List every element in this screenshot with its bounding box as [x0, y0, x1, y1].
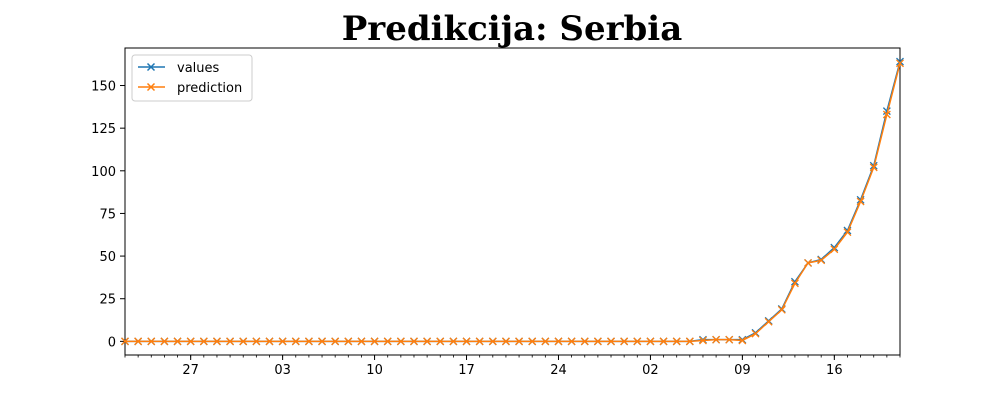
data-point-prediction [278, 337, 287, 346]
data-point-prediction [738, 336, 747, 345]
y-tick-label: 50 [99, 250, 116, 265]
data-point-prediction [344, 337, 353, 346]
data-point-prediction [396, 337, 405, 346]
x-tick-label: 09 [734, 363, 751, 378]
legend: values prediction [131, 54, 253, 102]
data-point-prediction [699, 336, 707, 345]
legend-marker-values [146, 62, 156, 72]
data-point-prediction [554, 337, 563, 346]
data-point-prediction [318, 337, 326, 346]
data-point-prediction [633, 337, 642, 346]
data-point-prediction [712, 335, 721, 344]
x-axis: 27 03 10 17 24 02 09 16 [124, 355, 901, 378]
data-point-prediction [488, 337, 497, 346]
data-point-prediction [436, 337, 445, 346]
data-point-prediction [751, 329, 760, 338]
x-tick-label: 27 [182, 363, 199, 378]
x-tick-label: 17 [458, 363, 475, 378]
y-tick-label: 125 [91, 122, 116, 137]
data-point-prediction [357, 337, 366, 346]
data-point-prediction [620, 337, 629, 346]
data-point-prediction [607, 337, 615, 346]
chart-title: Predikcija: Serbia [342, 9, 683, 49]
data-point-prediction [515, 337, 524, 346]
data-point-prediction [646, 337, 655, 346]
data-point-prediction [383, 337, 392, 346]
series-layer [121, 57, 904, 346]
x-tick-label: 03 [274, 363, 291, 378]
data-point-prediction [501, 337, 510, 346]
data-point-prediction [121, 337, 129, 346]
data-point-prediction [830, 245, 839, 254]
data-point-prediction [410, 337, 418, 346]
legend-label-values: values [177, 61, 220, 76]
y-tick-label: 0 [108, 335, 116, 350]
data-point-prediction [265, 337, 274, 346]
data-point-prediction [567, 337, 576, 346]
data-point-prediction [462, 337, 471, 346]
data-point-prediction [764, 317, 773, 326]
data-point-prediction [226, 337, 235, 346]
data-point-prediction [291, 337, 300, 346]
data-point-prediction [593, 337, 602, 346]
data-point-prediction [541, 337, 550, 346]
data-point-prediction [725, 335, 734, 344]
plot-frame [124, 47, 901, 356]
data-point-prediction [882, 110, 891, 119]
data-point-prediction [212, 337, 221, 346]
data-point-prediction [685, 337, 694, 346]
data-point-prediction [304, 337, 313, 346]
data-point-prediction [528, 337, 537, 346]
data-point-prediction [252, 337, 261, 346]
x-tick-label: 24 [550, 363, 567, 378]
data-point-prediction [869, 163, 878, 172]
data-point-prediction [580, 337, 589, 346]
data-point-prediction [449, 337, 458, 346]
data-point-prediction [160, 337, 169, 346]
data-point-prediction [186, 337, 195, 346]
y-tick-label: 75 [99, 207, 116, 222]
x-tick-label: 10 [366, 363, 383, 378]
x-tick-label: 16 [826, 363, 843, 378]
data-point-prediction [659, 337, 668, 346]
legend-marker-prediction [146, 82, 156, 92]
data-point-prediction [475, 337, 484, 346]
y-tick-label: 150 [91, 80, 116, 95]
data-point-prediction [423, 337, 432, 346]
data-point-prediction [856, 197, 865, 206]
data-point-prediction [134, 337, 143, 346]
legend-label-prediction: prediction [177, 81, 242, 96]
data-point-prediction [896, 59, 904, 68]
y-tick-label: 100 [91, 165, 116, 180]
y-tick-label: 25 [99, 293, 116, 308]
data-point-prediction [199, 337, 208, 346]
data-point-prediction [777, 305, 786, 314]
data-point-prediction [817, 256, 826, 265]
data-point-values [882, 107, 891, 116]
data-point-prediction [804, 258, 813, 267]
data-point-prediction [173, 337, 182, 346]
x-tick-label: 02 [642, 363, 659, 378]
data-point-prediction [672, 337, 681, 346]
data-point-prediction [239, 337, 248, 346]
data-point-prediction [370, 337, 379, 346]
data-point-values [896, 57, 904, 66]
data-point-prediction [331, 337, 340, 346]
series-prediction [121, 59, 904, 346]
data-point-prediction [790, 279, 799, 288]
y-axis: 0 25 50 75 100 125 150 [91, 80, 125, 350]
data-point-prediction [147, 337, 156, 346]
data-point-prediction [843, 228, 852, 237]
